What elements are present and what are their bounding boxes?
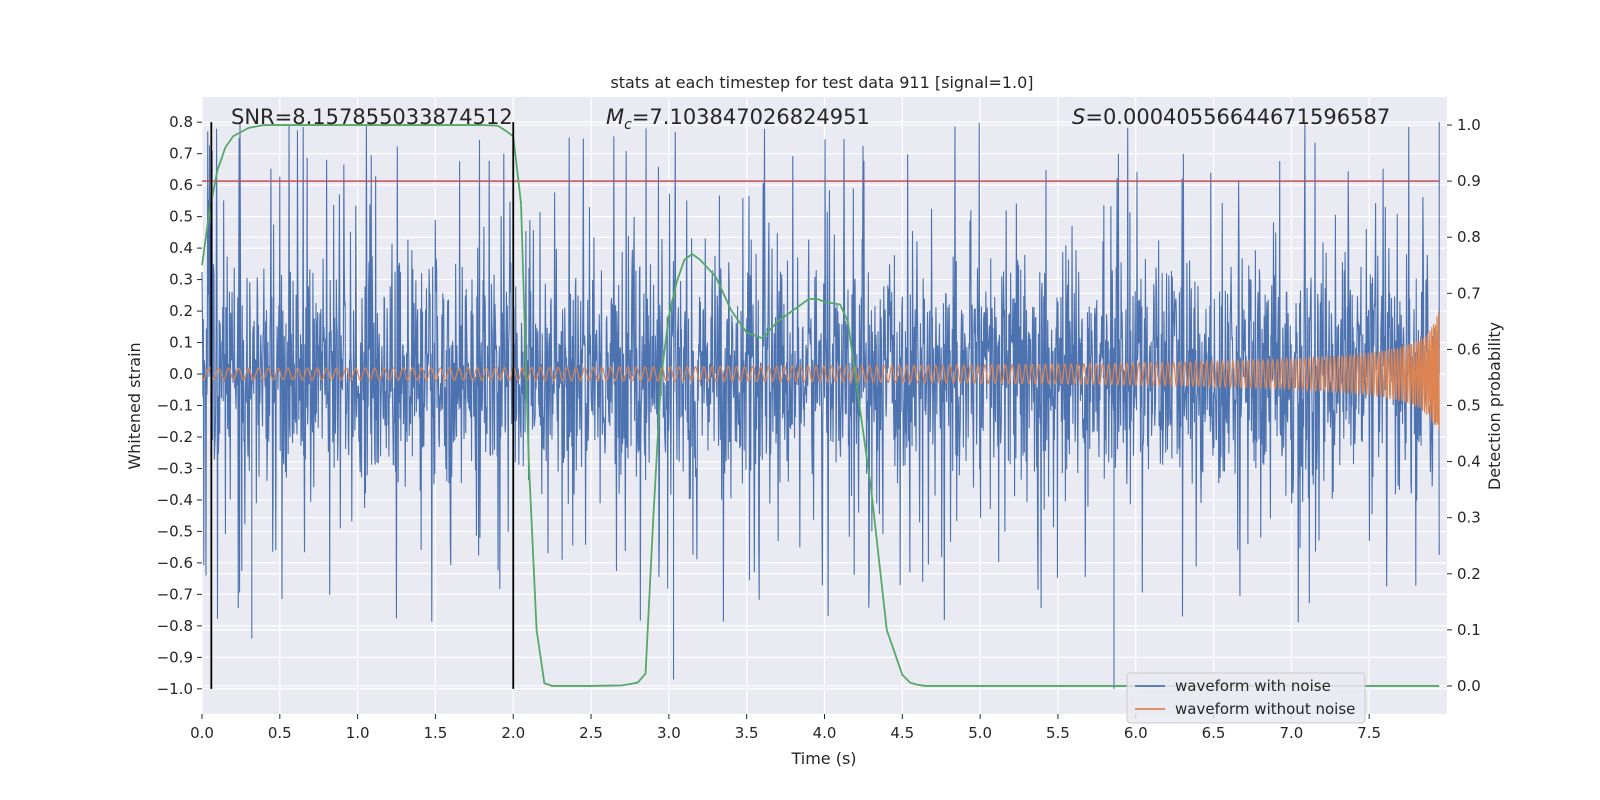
mc-value: =7.103847026824951 — [632, 105, 870, 129]
y-left-tick-label: 0.7 — [169, 145, 193, 163]
y-left-tick-label: −0.2 — [157, 428, 193, 446]
legend-label-noise: waveform with noise — [1175, 677, 1331, 695]
y-right-tick-label: 0.7 — [1457, 284, 1481, 302]
waveform-without-noise-line — [201, 311, 1440, 430]
x-tick-label: 4.0 — [813, 724, 837, 742]
mc-subscript: c — [624, 117, 632, 133]
x-tick-label: 7.5 — [1357, 724, 1381, 742]
x-tick-label: 0.0 — [190, 724, 214, 742]
y-right-tick-label: 0.0 — [1457, 677, 1481, 695]
y-right-tick-label: 0.2 — [1457, 565, 1481, 583]
y-left-tick-label: 0.0 — [169, 365, 193, 383]
x-tick-label: 3.0 — [657, 724, 681, 742]
s-value: =0.00040556644671596587 — [1085, 105, 1390, 129]
snr-annotation: SNR=8.157855033874512 — [231, 105, 513, 129]
x-tick-label: 4.5 — [890, 724, 914, 742]
y-left-tick-label: 0.4 — [169, 239, 193, 257]
y-left-tick-label: −0.1 — [157, 397, 193, 415]
x-tick-label: 2.5 — [579, 724, 603, 742]
y-left-tick-label: −0.9 — [157, 648, 193, 666]
x-tick-label: 0.5 — [268, 724, 292, 742]
x-tick-label: 6.0 — [1124, 724, 1148, 742]
y-right-tick-label: 0.4 — [1457, 453, 1481, 471]
y-right-tick-labels: 1.0 0.9 0.8 0.7 0.6 0.5 0.4 0.3 0.2 0.1 0.0 — [1447, 116, 1481, 695]
y-right-tick-label: 0.1 — [1457, 621, 1481, 639]
y-left-tick-label: 0.8 — [169, 113, 193, 131]
y-left-axis-label: Whitened strain — [125, 342, 144, 469]
window-marker-lines — [210, 122, 515, 689]
x-tick-label: 5.0 — [968, 724, 992, 742]
y-left-tick-label: 0.1 — [169, 334, 193, 352]
y-left-tick-labels: 0.8 0.7 0.6 0.5 0.4 0.3 0.2 0.1 0.0 −0.1 −0.2 −0.3 −… — [157, 113, 202, 698]
y-left-tick-label: 0.3 — [169, 271, 193, 289]
y-left-tick-label: 0.5 — [169, 208, 193, 226]
y-right-tick-label: 0.9 — [1457, 172, 1481, 190]
x-tick-label: 7.0 — [1279, 724, 1303, 742]
legend-box — [1126, 672, 1366, 724]
x-tick-labels: 0.0 0.5 1.0 1.5 2.0 2.5 3.0 3.5 4.0 4.5 5.0 5.5 6.0 6… — [190, 714, 1381, 742]
x-tick-label: 1.0 — [346, 724, 370, 742]
x-tick-label: 1.5 — [424, 724, 448, 742]
y-right-tick-label: 0.3 — [1457, 509, 1481, 527]
y-left-tick-label: −0.3 — [157, 459, 193, 477]
y-left-tick-label: −0.6 — [157, 554, 193, 572]
y-right-tick-label: 0.5 — [1457, 397, 1481, 415]
y-right-axis-label: Detection probability — [1485, 322, 1504, 490]
y-right-tick-label: 1.0 — [1457, 116, 1481, 134]
x-tick-label: 3.5 — [735, 724, 759, 742]
y-right-tick-label: 0.6 — [1457, 340, 1481, 358]
clean-waveform-series — [201, 311, 1440, 430]
y-right-tick-label: 0.8 — [1457, 228, 1481, 246]
x-tick-label: 5.5 — [1046, 724, 1070, 742]
y-left-tick-label: −0.4 — [157, 491, 193, 509]
x-tick-label: 2.0 — [501, 724, 525, 742]
legend: waveform with noise waveform without noi… — [1126, 672, 1366, 724]
chart-title: stats at each timestep for test data 911… — [610, 73, 1033, 92]
y-left-tick-label: −1.0 — [157, 680, 193, 698]
y-left-tick-label: 0.6 — [169, 176, 193, 194]
x-axis-label: Time (s) — [790, 749, 856, 768]
detection-probability-line — [201, 124, 1440, 687]
s-annotation: S=0.00040556644671596587 — [1072, 105, 1390, 129]
legend-label-clean: waveform without noise — [1175, 700, 1355, 718]
y-left-tick-label: 0.2 — [169, 302, 193, 320]
x-tick-label: 6.5 — [1202, 724, 1226, 742]
y-left-tick-label: −0.8 — [157, 617, 193, 635]
y-left-tick-label: −0.7 — [157, 585, 193, 603]
y-left-tick-label: −0.5 — [157, 522, 193, 540]
noisy-waveform-series — [201, 122, 1440, 689]
chirp-mass-annotation: Mc=7.103847026824951 — [606, 105, 870, 133]
mc-symbol: M — [606, 105, 624, 129]
s-symbol: S — [1072, 105, 1085, 129]
waveform-with-noise-line — [201, 122, 1440, 689]
